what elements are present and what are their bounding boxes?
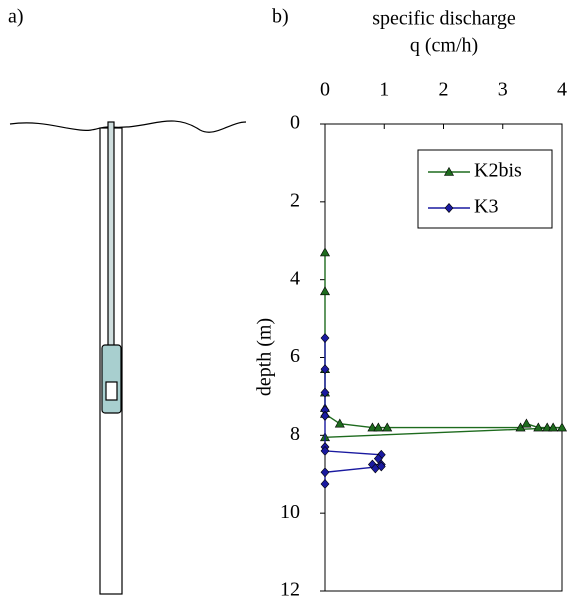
probe — [101, 344, 122, 414]
marker — [556, 422, 568, 432]
y-tick-label: 10 — [280, 501, 300, 523]
marker — [376, 461, 386, 472]
marker — [320, 410, 330, 421]
marker — [319, 286, 331, 296]
y-tick-label: 8 — [290, 423, 300, 445]
panel-label: a) — [8, 6, 24, 28]
marker — [320, 445, 330, 456]
legend-box — [417, 149, 553, 229]
x-tick-label: 1 — [379, 79, 389, 101]
x-axis-title: specific discharge — [372, 8, 516, 30]
marker — [334, 418, 345, 428]
marker — [320, 479, 330, 489]
marker — [320, 387, 330, 398]
y-axis-title: depth (m) — [254, 318, 276, 396]
legend-label: K2bis — [474, 160, 522, 182]
borehole-diagram — [9, 120, 247, 595]
x-tick-label: 0 — [320, 79, 330, 101]
marker — [521, 418, 532, 428]
x-tick-label: 2 — [439, 79, 449, 101]
marker — [548, 422, 559, 432]
marker — [382, 422, 393, 432]
y-tick-label: 2 — [290, 189, 300, 211]
pipe — [107, 121, 115, 347]
marker — [320, 333, 330, 343]
marker — [319, 247, 331, 257]
y-tick-label: 6 — [290, 345, 300, 367]
legend-marker — [443, 166, 455, 176]
series-line — [324, 252, 563, 438]
x-tick-label: 4 — [557, 79, 567, 101]
marker — [320, 364, 330, 375]
x-tick-label: 3 — [498, 79, 508, 101]
marker — [320, 467, 330, 478]
panel-label: b) — [272, 6, 289, 28]
probe-window — [105, 381, 118, 401]
marker — [533, 422, 544, 432]
legend-label: K3 — [474, 196, 498, 218]
y-tick-label: 0 — [290, 112, 300, 134]
y-tick-label: 12 — [280, 579, 300, 601]
y-tick-label: 4 — [290, 267, 300, 289]
ground-surface — [9, 120, 247, 133]
marker — [373, 422, 384, 432]
legend-marker — [444, 203, 454, 213]
x-axis-title: q (cm/h) — [410, 35, 478, 57]
